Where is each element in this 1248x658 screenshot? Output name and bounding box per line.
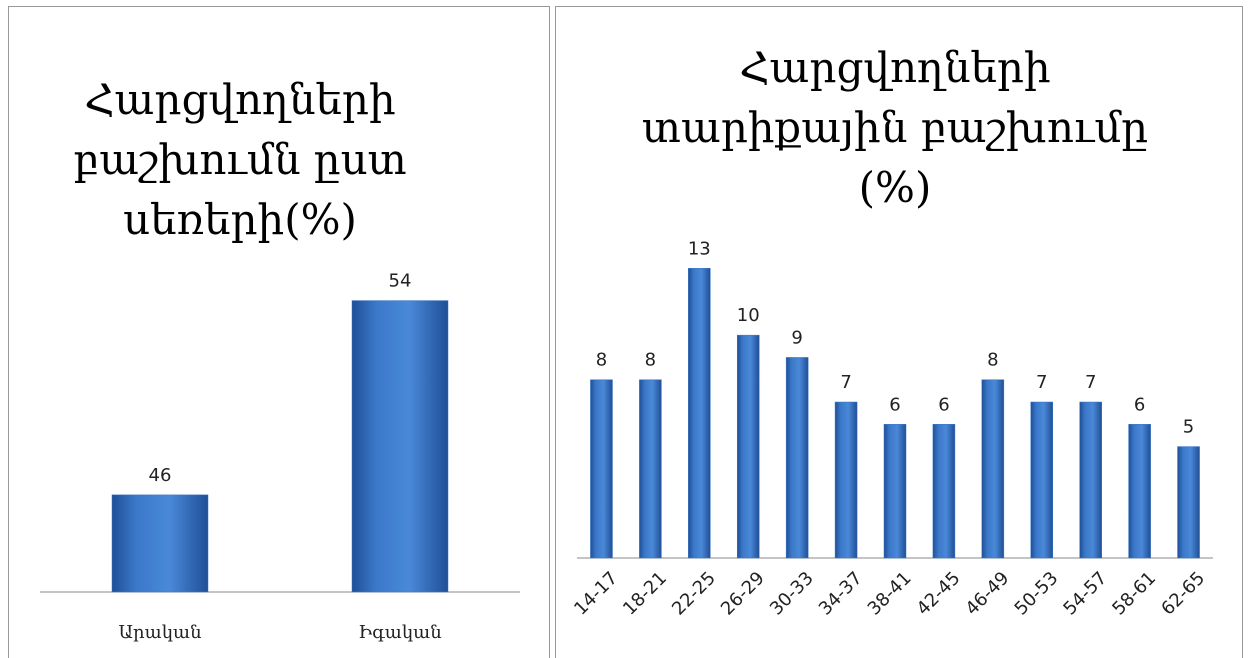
x-tick-label: Իգական (358, 622, 441, 643)
data-label: 46 (149, 465, 172, 486)
data-label: 6 (938, 394, 949, 415)
bar (688, 268, 711, 559)
x-tick-label: 34-37 (815, 568, 867, 620)
x-tick-label: 58-61 (1108, 568, 1160, 620)
data-label: 7 (840, 372, 851, 393)
x-tick-label: 26-29 (717, 568, 769, 620)
left-panel (8, 6, 550, 658)
bar (736, 334, 760, 559)
data-label: 10 (737, 305, 760, 326)
bar (111, 494, 209, 593)
data-label: 13 (688, 238, 711, 259)
data-label: 8 (987, 350, 998, 371)
x-tick-label: 50-53 (1011, 568, 1063, 620)
chart-title: Հարցվողների տարիքային բաշխումը (%) (641, 43, 1149, 212)
x-tick-label: 42-45 (913, 568, 965, 620)
data-label: 8 (596, 350, 607, 371)
x-tick-label: 30-33 (766, 568, 818, 620)
data-label: 7 (1085, 372, 1096, 393)
data-label: 6 (889, 394, 900, 415)
data-label: 5 (1183, 417, 1194, 438)
bar (639, 379, 662, 559)
bar (351, 300, 449, 593)
data-label: 54 (389, 271, 412, 292)
x-tick-label: 54-57 (1059, 568, 1111, 620)
x-tick-label: 14-17 (570, 568, 622, 620)
bar (1177, 446, 1200, 559)
x-tick-label: 22-25 (668, 568, 720, 620)
bar (834, 401, 858, 559)
data-label: 6 (1134, 394, 1145, 415)
data-label: 7 (1036, 372, 1047, 393)
x-tick-label: Արական (118, 622, 201, 643)
right-panel (555, 6, 1243, 658)
bar (932, 424, 956, 559)
chart-title: Հարցվողների բաշխումն ըստ սեռերի(%) (73, 75, 407, 244)
bar (1079, 401, 1102, 559)
x-tick-label: 18-21 (619, 568, 671, 620)
bar (1030, 401, 1054, 559)
data-label: 9 (791, 327, 802, 348)
bar (785, 357, 809, 559)
x-tick-label: 62-65 (1157, 568, 1209, 620)
bar (883, 424, 907, 559)
bar (590, 379, 613, 559)
bar (1128, 424, 1151, 559)
x-tick-label: 46-49 (962, 568, 1014, 620)
data-label: 8 (645, 350, 656, 371)
bar (981, 379, 1005, 559)
x-tick-label: 38-41 (864, 568, 916, 620)
